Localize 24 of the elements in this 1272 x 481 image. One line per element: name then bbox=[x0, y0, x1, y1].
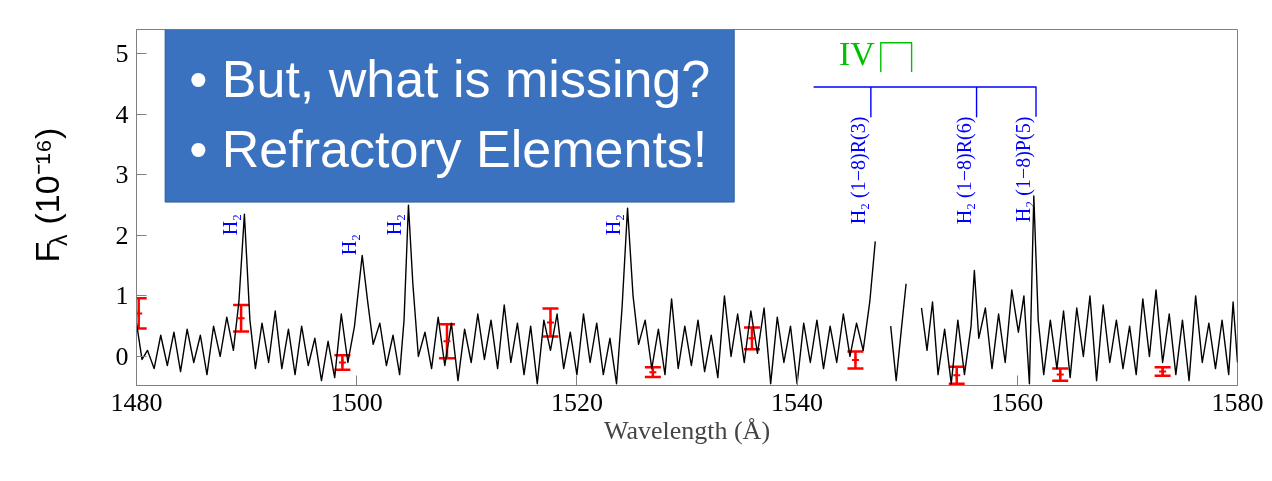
y-tick-label: 4 bbox=[115, 99, 129, 129]
x-tick-label: 1580 bbox=[1211, 387, 1264, 417]
annotation: H₂ (1−8)R(6) bbox=[952, 116, 976, 225]
x-tick-label: 1480 bbox=[110, 387, 163, 417]
y-tick-label: 0 bbox=[115, 341, 129, 371]
annotation: H₂ bbox=[338, 233, 361, 256]
y-tick-label: 1 bbox=[115, 281, 129, 311]
y-tick-label: 2 bbox=[115, 220, 129, 250]
annotation: • Refractory Elements! bbox=[189, 120, 708, 179]
x-axis-title: Wavelength (Å) bbox=[603, 415, 771, 445]
x-tick-label: 1560 bbox=[991, 387, 1044, 417]
annotation: IV bbox=[838, 34, 876, 72]
x-tick-label: 1500 bbox=[330, 387, 383, 417]
annotation: H₂ (1−8)P(5) bbox=[1012, 116, 1036, 223]
annotation: • But, what is missing? bbox=[189, 50, 711, 109]
x-tick-label: 1520 bbox=[550, 387, 603, 417]
annotation: H₂ bbox=[383, 213, 406, 236]
y-axis-title: Fλ (10⁻¹⁶) bbox=[27, 127, 72, 263]
y-tick-label: 3 bbox=[115, 160, 129, 190]
annotation: H₂ bbox=[219, 213, 242, 236]
annotation: H₂ (1−8)R(3) bbox=[846, 116, 870, 225]
annotation: H₂ bbox=[602, 213, 624, 236]
y-tick-label: 5 bbox=[115, 39, 129, 69]
x-tick-label: 1540 bbox=[771, 387, 824, 417]
